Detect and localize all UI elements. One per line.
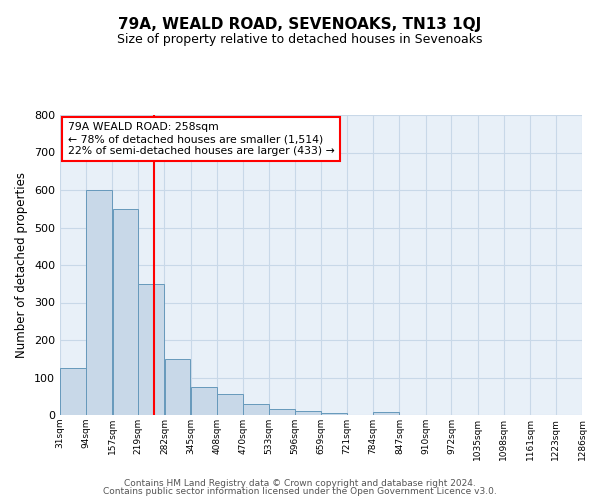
Bar	[322, 413, 347, 415]
Text: Size of property relative to detached houses in Sevenoaks: Size of property relative to detached ho…	[117, 32, 483, 46]
Bar	[295, 411, 321, 415]
Bar	[243, 404, 269, 415]
Bar	[60, 368, 86, 415]
Bar	[113, 209, 139, 415]
Text: Contains HM Land Registry data © Crown copyright and database right 2024.: Contains HM Land Registry data © Crown c…	[124, 478, 476, 488]
Bar	[191, 387, 217, 415]
Bar	[217, 394, 243, 415]
Text: Contains public sector information licensed under the Open Government Licence v3: Contains public sector information licen…	[103, 487, 497, 496]
Bar	[139, 284, 164, 415]
Bar	[164, 359, 190, 415]
Bar	[373, 412, 399, 415]
Text: 79A, WEALD ROAD, SEVENOAKS, TN13 1QJ: 79A, WEALD ROAD, SEVENOAKS, TN13 1QJ	[118, 18, 482, 32]
Y-axis label: Number of detached properties: Number of detached properties	[16, 172, 28, 358]
Bar	[269, 410, 295, 415]
Bar	[86, 190, 112, 415]
Text: 79A WEALD ROAD: 258sqm
← 78% of detached houses are smaller (1,514)
22% of semi-: 79A WEALD ROAD: 258sqm ← 78% of detached…	[68, 122, 335, 156]
